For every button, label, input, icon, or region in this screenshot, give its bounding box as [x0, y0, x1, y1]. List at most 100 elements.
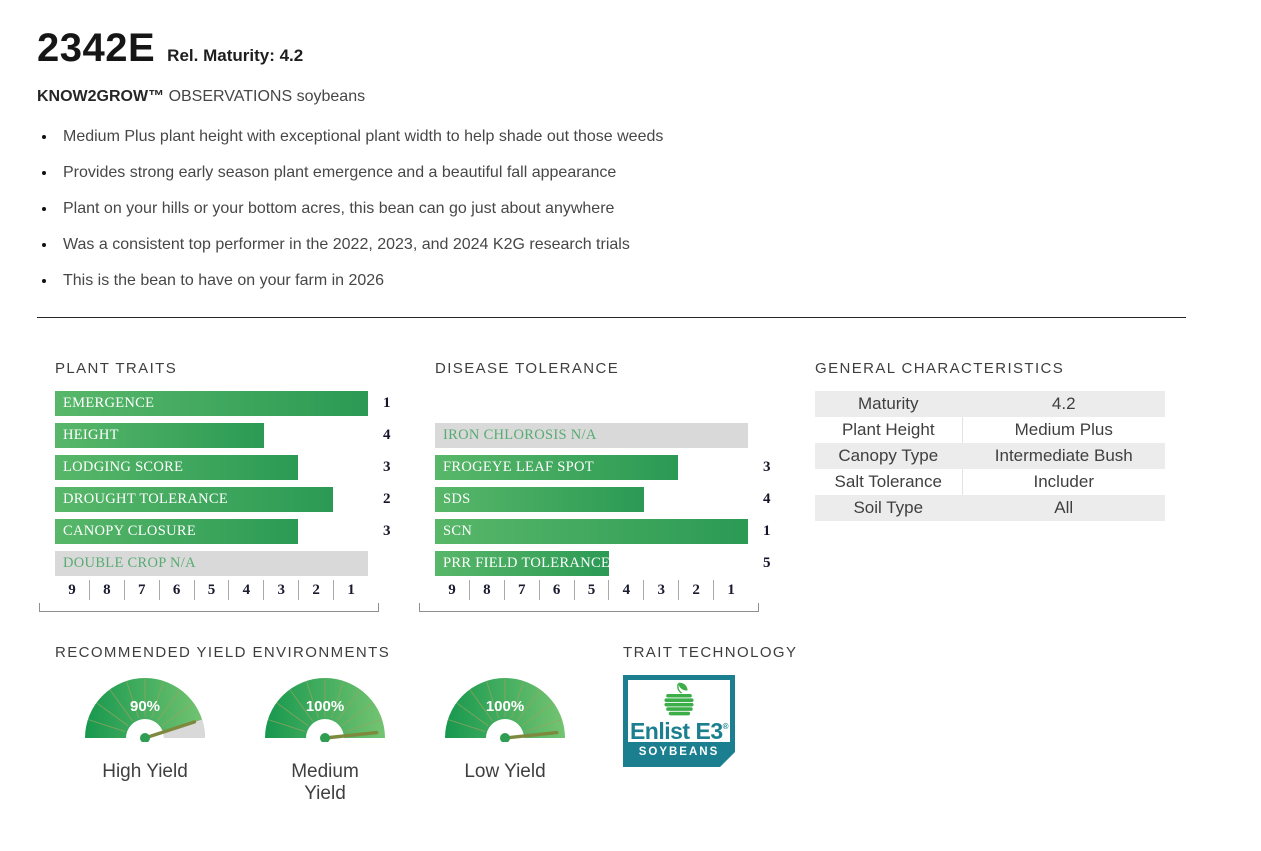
characteristic-label: Canopy Type — [838, 446, 939, 465]
bottom-row: RECOMMENDED YIELD ENVIRONMENTS 90% High … — [55, 644, 1186, 805]
product-datasheet: 2342E Rel. Maturity: 4.2 KNOW2GROW™ OBSE… — [0, 0, 1261, 805]
characteristic-value: 4.2 — [1051, 394, 1076, 413]
axis-tick: 4 — [608, 580, 643, 600]
axis-tick: 6 — [538, 580, 574, 600]
trait-bar: IRON CHLOROSIS N/A — [435, 423, 748, 448]
trait-bar-row: SCN 1 — [435, 519, 815, 544]
enlist-leaf-thumb-icon — [657, 682, 701, 716]
yield-environments-title: RECOMMENDED YIELD ENVIRONMENTS — [55, 644, 391, 661]
characteristic-label: Maturity — [858, 394, 919, 413]
yield-gauge: 100% — [265, 678, 385, 743]
trait-bar-row: SDS 4 — [435, 487, 815, 512]
trait-bar-value: 4 — [763, 491, 771, 507]
axis-tick: 7 — [503, 580, 539, 600]
trait-bar: DROUGHT TOLERANCE — [55, 487, 333, 512]
trait-bar-row: DROUGHT TOLERANCE 2 — [55, 487, 435, 512]
trait-bar-label: PRR FIELD TOLERANCE — [443, 555, 609, 571]
trait-bar: CANOPY CLOSURE — [55, 519, 298, 544]
trait-bar-row: LODGING SCORE 3 — [55, 455, 435, 480]
characteristic-value: Medium Plus — [961, 417, 1165, 443]
trait-bar-label: CANOPY CLOSURE — [63, 523, 196, 539]
trait-bar-value: 1 — [763, 523, 771, 539]
axis-tick: 6 — [158, 580, 194, 600]
trait-bar-label: IRON CHLOROSIS N/A — [443, 427, 597, 443]
general-characteristics-section: GENERAL CHARACTERISTICS Maturity 4.2 Plant… — [815, 360, 1165, 612]
relative-maturity: Rel. Maturity: 4.2 — [167, 46, 304, 65]
axis-tick: 3 — [263, 580, 298, 600]
axis-tick: 8 — [88, 580, 124, 600]
gauge-label: Medium Yield — [291, 761, 359, 804]
characteristic-value: All — [1054, 498, 1074, 517]
page-header: 2342E Rel. Maturity: 4.2 — [37, 26, 1186, 71]
trait-bar-row: FROGEYE LEAF SPOT 3 — [435, 455, 815, 480]
general-characteristics-title: GENERAL CHARACTERISTICS — [815, 360, 1065, 377]
trait-bar: DOUBLE CROP N/A — [55, 551, 368, 576]
trait-bar-value: 4 — [383, 427, 391, 443]
disease-tolerance-section: DISEASE TOLERANCE IRON CHLOROSIS N/A FROG… — [419, 360, 815, 612]
trait-bar-label: HEIGHT — [63, 427, 119, 443]
observation-item: Was a consistent top performer in the 20… — [57, 234, 1186, 255]
axis-tick: 8 — [468, 580, 504, 600]
trait-technology-title: TRAIT TECHNOLOGY — [623, 644, 798, 661]
axis-tick: 9 — [448, 582, 456, 598]
subtitle-text: OBSERVATIONS soybeans — [168, 88, 366, 105]
general-characteristics-table: Maturity 4.2 Plant Height Medium Plus Canopy… — [815, 391, 1165, 521]
observations-subtitle: KNOW2GROW™ OBSERVATIONS soybeans — [37, 88, 1186, 106]
plant-traits-chart: EMERGENCE 1 HEIGHT 4 LODGING SCORE 3 DROUGHT T… — [55, 391, 435, 576]
axis-tick: 2 — [298, 580, 333, 600]
observation-item: This is the bean to have on your farm in… — [57, 270, 1186, 291]
trait-technology-section: TRAIT TECHNOLOGY Enlist E3® SOYBEANS — [623, 644, 797, 805]
enlist-e3-logo: Enlist E3® SOYBEANS — [623, 675, 735, 767]
product-code: 2342E — [37, 26, 156, 70]
axis-tick: 5 — [193, 580, 229, 600]
gauge-percent-label: 100% — [306, 698, 344, 715]
trait-bar-label: SDS — [443, 491, 471, 507]
axis-tick: 2 — [678, 580, 713, 600]
trait-bar-value: 3 — [383, 459, 391, 475]
trait-bar: FROGEYE LEAF SPOT — [435, 455, 678, 480]
trait-bar-value: 3 — [383, 523, 391, 539]
traits-row: PLANT TRAITS EMERGENCE 1 HEIGHT 4 LODGING SC… — [39, 360, 1186, 612]
disease-tolerance-chart: IRON CHLOROSIS N/A FROGEYE LEAF SPOT 3 SDS 4… — [435, 391, 815, 576]
axis-tick: 9 — [68, 582, 76, 598]
yield-environments-section: RECOMMENDED YIELD ENVIRONMENTS 90% High … — [55, 644, 600, 805]
trait-bar: HEIGHT — [55, 423, 264, 448]
trait-bar: PRR FIELD TOLERANCE — [435, 551, 609, 576]
characteristics-tbody: Maturity 4.2 Plant Height Medium Plus Canopy… — [815, 391, 1165, 521]
plant-traits-title: PLANT TRAITS — [55, 360, 178, 377]
characteristic-label: Salt Tolerance — [834, 472, 942, 491]
trait-bar-row: HEIGHT 4 — [55, 423, 435, 448]
trait-bar-label: DOUBLE CROP N/A — [63, 555, 196, 571]
trait-bar-row: EMERGENCE 1 — [55, 391, 435, 416]
characteristics-row: Soil Type All — [815, 495, 1165, 521]
gauge-percent-label: 100% — [486, 698, 524, 715]
axis-tick: 1 — [333, 580, 368, 600]
trait-bar-value: 3 — [763, 459, 771, 475]
enlist-soybeans-band: SOYBEANS — [628, 742, 730, 762]
characteristic-label: Plant Height — [841, 420, 935, 439]
yield-gauge: 90% — [85, 678, 205, 743]
trait-bar-value: 5 — [763, 555, 771, 571]
trait-bar-row: DOUBLE CROP N/A — [55, 551, 435, 576]
plant-traits-axis-bracket — [39, 603, 379, 612]
brand-program-label: KNOW2GROW™ — [37, 88, 165, 105]
characteristics-row: Plant Height Medium Plus — [815, 417, 1165, 443]
observation-item: Provides strong early season plant emerg… — [57, 162, 1186, 183]
characteristics-row: Canopy Type Intermediate Bush — [815, 443, 1165, 469]
trait-bar-label: LODGING SCORE — [63, 459, 184, 475]
section-divider — [37, 317, 1186, 318]
gauge-label: High Yield — [102, 761, 188, 782]
gauge-needle-hub — [500, 733, 510, 743]
trait-bar-label: SCN — [443, 523, 473, 539]
gauge-needle — [143, 720, 197, 740]
gauge-low-yield: 100% Low Yield — [440, 675, 570, 805]
characteristics-row: Salt Tolerance Includer — [815, 469, 1165, 495]
characteristic-value: Includer — [961, 469, 1165, 495]
registered-mark: ® — [722, 722, 729, 732]
gauge-high-yield: 90% High Yield — [80, 675, 210, 805]
trait-bar-row: IRON CHLOROSIS N/A — [435, 423, 815, 448]
enlist-brand-text: Enlist E3® — [629, 718, 729, 745]
axis-tick: 4 — [228, 580, 263, 600]
